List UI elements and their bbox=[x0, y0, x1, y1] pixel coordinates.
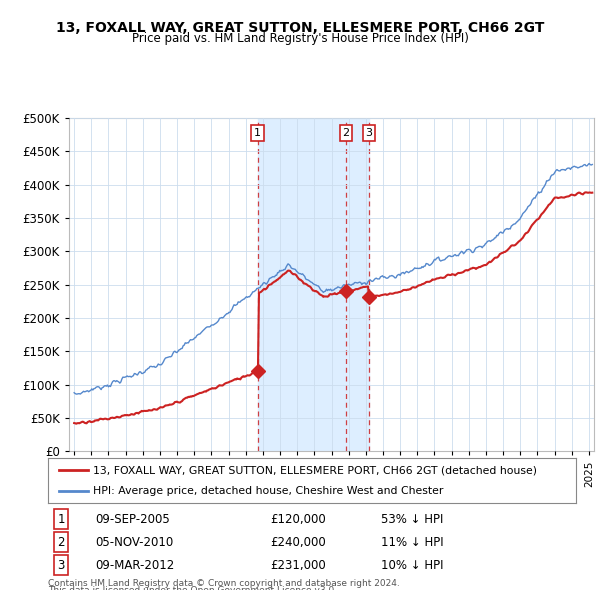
Text: 13, FOXALL WAY, GREAT SUTTON, ELLESMERE PORT, CH66 2GT (detached house): 13, FOXALL WAY, GREAT SUTTON, ELLESMERE … bbox=[93, 466, 537, 476]
Text: £240,000: £240,000 bbox=[270, 536, 326, 549]
Text: 05-NOV-2010: 05-NOV-2010 bbox=[95, 536, 174, 549]
Text: 3: 3 bbox=[365, 128, 373, 138]
Text: 1: 1 bbox=[58, 513, 65, 526]
Text: £231,000: £231,000 bbox=[270, 559, 326, 572]
Text: 11% ↓ HPI: 11% ↓ HPI bbox=[380, 536, 443, 549]
Text: 53% ↓ HPI: 53% ↓ HPI bbox=[380, 513, 443, 526]
Text: 10% ↓ HPI: 10% ↓ HPI bbox=[380, 559, 443, 572]
Text: 3: 3 bbox=[58, 559, 65, 572]
Bar bbox=[257, 118, 346, 451]
Text: This data is licensed under the Open Government Licence v3.0.: This data is licensed under the Open Gov… bbox=[48, 586, 337, 590]
Text: £120,000: £120,000 bbox=[270, 513, 326, 526]
Text: 2: 2 bbox=[58, 536, 65, 549]
Text: 09-MAR-2012: 09-MAR-2012 bbox=[95, 559, 175, 572]
Text: 09-SEP-2005: 09-SEP-2005 bbox=[95, 513, 170, 526]
Text: 1: 1 bbox=[254, 128, 261, 138]
Text: 13, FOXALL WAY, GREAT SUTTON, ELLESMERE PORT, CH66 2GT: 13, FOXALL WAY, GREAT SUTTON, ELLESMERE … bbox=[56, 21, 544, 35]
Text: 2: 2 bbox=[343, 128, 349, 138]
Text: HPI: Average price, detached house, Cheshire West and Chester: HPI: Average price, detached house, Ches… bbox=[93, 486, 443, 496]
Text: Price paid vs. HM Land Registry's House Price Index (HPI): Price paid vs. HM Land Registry's House … bbox=[131, 32, 469, 45]
Bar bbox=[346, 118, 369, 451]
Text: Contains HM Land Registry data © Crown copyright and database right 2024.: Contains HM Land Registry data © Crown c… bbox=[48, 579, 400, 588]
